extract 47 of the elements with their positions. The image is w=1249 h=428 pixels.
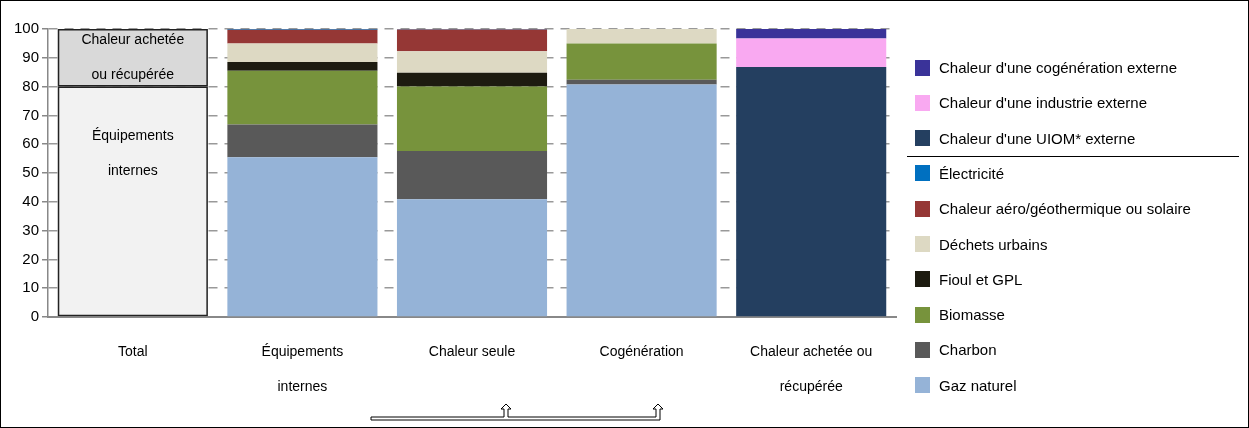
legend-label: Gaz naturel <box>939 376 1017 394</box>
category-label: Équipements internes <box>261 343 344 395</box>
x-tick-label: Total <box>118 343 148 360</box>
bar <box>736 67 887 317</box>
bar <box>396 86 548 152</box>
y-tick-label: 0 <box>30 307 40 325</box>
bar <box>566 84 717 317</box>
bar <box>227 124 378 158</box>
x-tick-label: Chaleur seule <box>428 343 516 360</box>
legend-label: Électricité <box>939 164 1005 182</box>
legend-label: Fioul et GPL <box>939 270 1023 288</box>
bar <box>396 151 548 200</box>
legend-label: Déchets urbains <box>939 235 1048 253</box>
bar <box>396 29 548 52</box>
legend-label: Charbon <box>939 341 997 359</box>
bar <box>566 43 717 80</box>
legend-label: Chaleur d'une industrie externe <box>939 94 1147 112</box>
bar <box>227 29 378 44</box>
y-tick-label: 80 <box>22 76 40 94</box>
bar <box>227 43 378 63</box>
bar <box>396 199 548 317</box>
y-tick-label: 60 <box>22 134 40 152</box>
legend-label: Biomasse <box>939 306 1005 324</box>
y-tick-label: 50 <box>22 163 40 181</box>
bar <box>396 51 548 73</box>
text: Équipements internes <box>91 126 174 178</box>
y-tick-label: 90 <box>22 47 40 65</box>
y-tick-label: 10 <box>22 278 40 296</box>
legend-label: Chaleur d'une cogénération externe <box>939 59 1178 76</box>
bar <box>566 29 717 44</box>
bar <box>736 38 887 68</box>
x-tick-label: Cogénération <box>599 343 684 360</box>
text: Chaleur achetée ou récupérée <box>81 31 185 83</box>
legend-label: Chaleur d'une UIOM* externe <box>939 129 1136 147</box>
category-label: Chaleur achetée ou récupérée <box>750 343 873 395</box>
y-tick-label: 100 <box>14 19 40 37</box>
y-tick-label: 30 <box>22 220 40 238</box>
bar <box>227 62 378 71</box>
y-tick-label: 20 <box>22 249 40 267</box>
bar <box>736 29 887 39</box>
bar <box>227 70 378 125</box>
y-tick-label: 40 <box>22 191 40 209</box>
bar <box>227 157 378 317</box>
y-tick-label: 70 <box>22 105 40 123</box>
legend-label: Chaleur aéro/géothermique ou solaire <box>939 200 1191 218</box>
bar <box>566 79 717 85</box>
bar <box>396 72 548 87</box>
